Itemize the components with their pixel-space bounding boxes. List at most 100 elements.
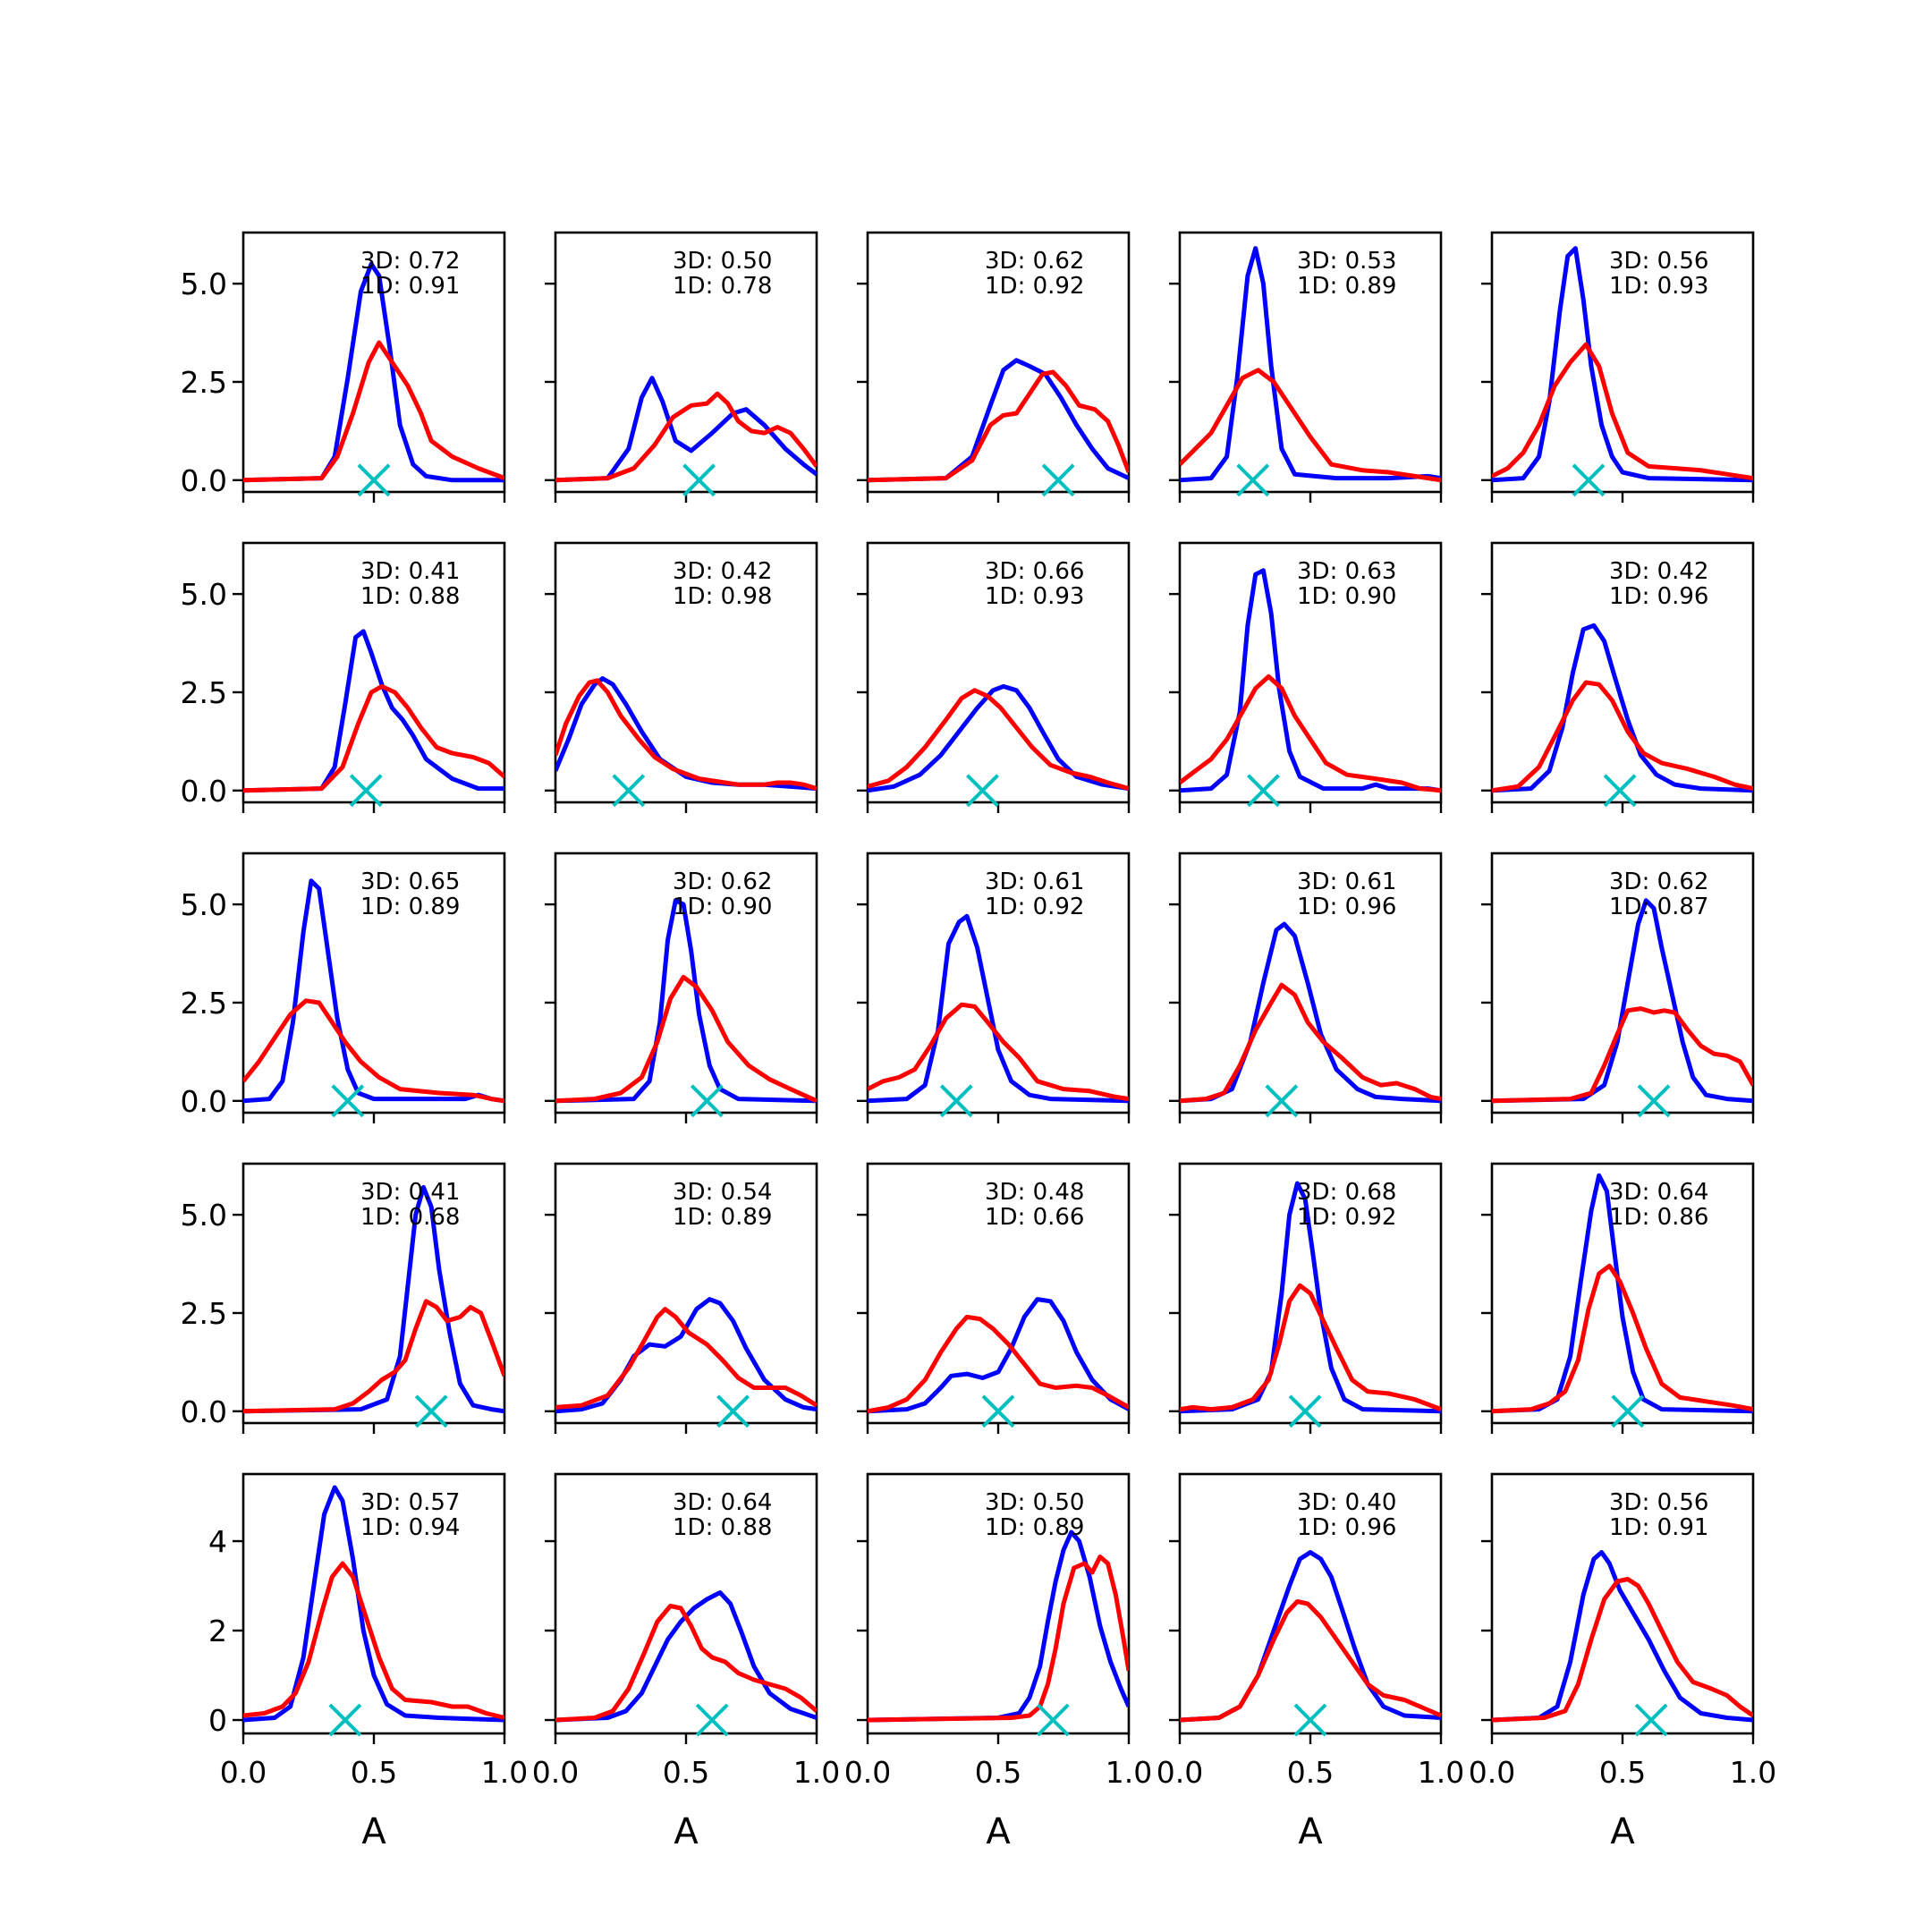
true-value-marker <box>1603 774 1637 808</box>
annotation-1d: 1D: 0.87 <box>1609 894 1708 920</box>
series-1d-line <box>868 688 1129 792</box>
series-1d-line <box>555 1307 817 1410</box>
annotation-3d: 3D: 0.53 <box>1297 248 1396 275</box>
y-tick-label: 0.0 <box>181 774 227 809</box>
x-tick-label: 1.0 <box>793 1755 840 1790</box>
true-value-marker <box>328 1703 362 1737</box>
annotation-3d: 3D: 0.41 <box>360 1179 460 1206</box>
series-1d-line <box>1492 680 1753 793</box>
series-1d-line <box>243 683 504 793</box>
true-value-marker <box>1637 1084 1671 1118</box>
annotation-1d: 1D: 0.93 <box>1609 273 1708 300</box>
annotation-1d: 1D: 0.94 <box>360 1514 460 1541</box>
series-1d-line <box>1180 982 1441 1104</box>
series-3d-line <box>1180 1181 1441 1414</box>
series-3d-line <box>868 913 1129 1104</box>
series-3d-line <box>868 1530 1129 1723</box>
true-value-marker <box>1288 1394 1322 1428</box>
annotation-3d: 3D: 0.65 <box>360 869 460 895</box>
x-tick-label: 1.0 <box>1730 1755 1776 1790</box>
true-value-marker <box>1236 463 1270 497</box>
y-tick-label: 0 <box>208 1703 227 1738</box>
series-3d-line <box>1180 1550 1441 1723</box>
series-3d-line <box>1492 246 1753 483</box>
x-tick-label: 0.5 <box>1287 1755 1334 1790</box>
y-tick-label: 2.5 <box>181 365 227 400</box>
true-value-marker <box>690 1084 724 1118</box>
series-1d-line <box>243 998 504 1104</box>
series-1d-line <box>868 1314 1129 1414</box>
true-value-marker <box>1247 774 1280 808</box>
annotation-1d: 1D: 0.93 <box>985 583 1084 610</box>
annotation-1d: 1D: 0.90 <box>1297 583 1396 610</box>
x-axis-label: A <box>986 1811 1011 1852</box>
true-value-marker <box>331 1084 365 1118</box>
annotation-3d: 3D: 0.50 <box>985 1489 1084 1516</box>
x-axis-label: A <box>1610 1811 1635 1852</box>
series-1d-line <box>1180 1599 1441 1723</box>
annotation-3d: 3D: 0.42 <box>1609 558 1708 585</box>
y-tick-label: 0.0 <box>181 463 227 498</box>
true-value-marker <box>1041 463 1075 497</box>
series-1d-line <box>868 369 1129 483</box>
true-value-marker <box>716 1394 750 1428</box>
series-1d-line <box>1492 1006 1753 1104</box>
annotation-1d: 1D: 0.89 <box>673 1204 772 1231</box>
series-3d-line <box>1492 898 1753 1104</box>
annotation-1d: 1D: 0.88 <box>360 583 460 610</box>
annotation-3d: 3D: 0.62 <box>673 869 772 895</box>
annotation-3d: 3D: 0.64 <box>1609 1179 1708 1206</box>
series-3d-line <box>1492 1550 1753 1723</box>
annotation-3d: 3D: 0.68 <box>1297 1179 1396 1206</box>
annotation-3d: 3D: 0.64 <box>673 1489 772 1516</box>
x-tick-label: 0.5 <box>975 1755 1021 1790</box>
annotation-3d: 3D: 0.62 <box>1609 869 1708 895</box>
series-1d-line <box>1492 342 1753 481</box>
series-3d-line <box>1180 246 1441 483</box>
true-value-marker <box>682 463 716 497</box>
annotation-1d: 1D: 0.92 <box>985 273 1084 300</box>
series-1d-line <box>243 1561 504 1720</box>
series-3d-line <box>555 1297 817 1414</box>
annotation-1d: 1D: 0.92 <box>985 894 1084 920</box>
annotation-3d: 3D: 0.62 <box>985 248 1084 275</box>
series-1d-line <box>1492 1263 1753 1414</box>
x-tick-label: 0.5 <box>1599 1755 1646 1790</box>
true-value-marker <box>1634 1703 1668 1737</box>
true-value-marker <box>966 774 999 808</box>
true-value-marker <box>695 1703 729 1737</box>
annotation-1d: 1D: 0.96 <box>1297 894 1396 920</box>
series-1d-line <box>555 1604 817 1723</box>
x-axis-label: A <box>1298 1811 1323 1852</box>
annotation-3d: 3D: 0.56 <box>1609 248 1708 275</box>
true-value-marker <box>981 1394 1015 1428</box>
x-tick-label: 1.0 <box>481 1755 528 1790</box>
x-tick-label: 0.0 <box>220 1755 267 1790</box>
annotation-3d: 3D: 0.72 <box>360 248 460 275</box>
x-tick-label: 0.0 <box>532 1755 579 1790</box>
annotation-3d: 3D: 0.57 <box>360 1489 460 1516</box>
annotation-1d: 1D: 0.89 <box>360 894 460 920</box>
annotation-3d: 3D: 0.61 <box>985 869 1084 895</box>
x-tick-label: 0.0 <box>1469 1755 1515 1790</box>
annotation-1d: 1D: 0.91 <box>360 273 460 300</box>
series-1d-line <box>868 1002 1129 1102</box>
annotation-3d: 3D: 0.56 <box>1609 1489 1708 1516</box>
x-tick-label: 0.0 <box>844 1755 891 1790</box>
annotation-3d: 3D: 0.54 <box>673 1179 772 1206</box>
x-tick-label: 1.0 <box>1418 1755 1464 1790</box>
